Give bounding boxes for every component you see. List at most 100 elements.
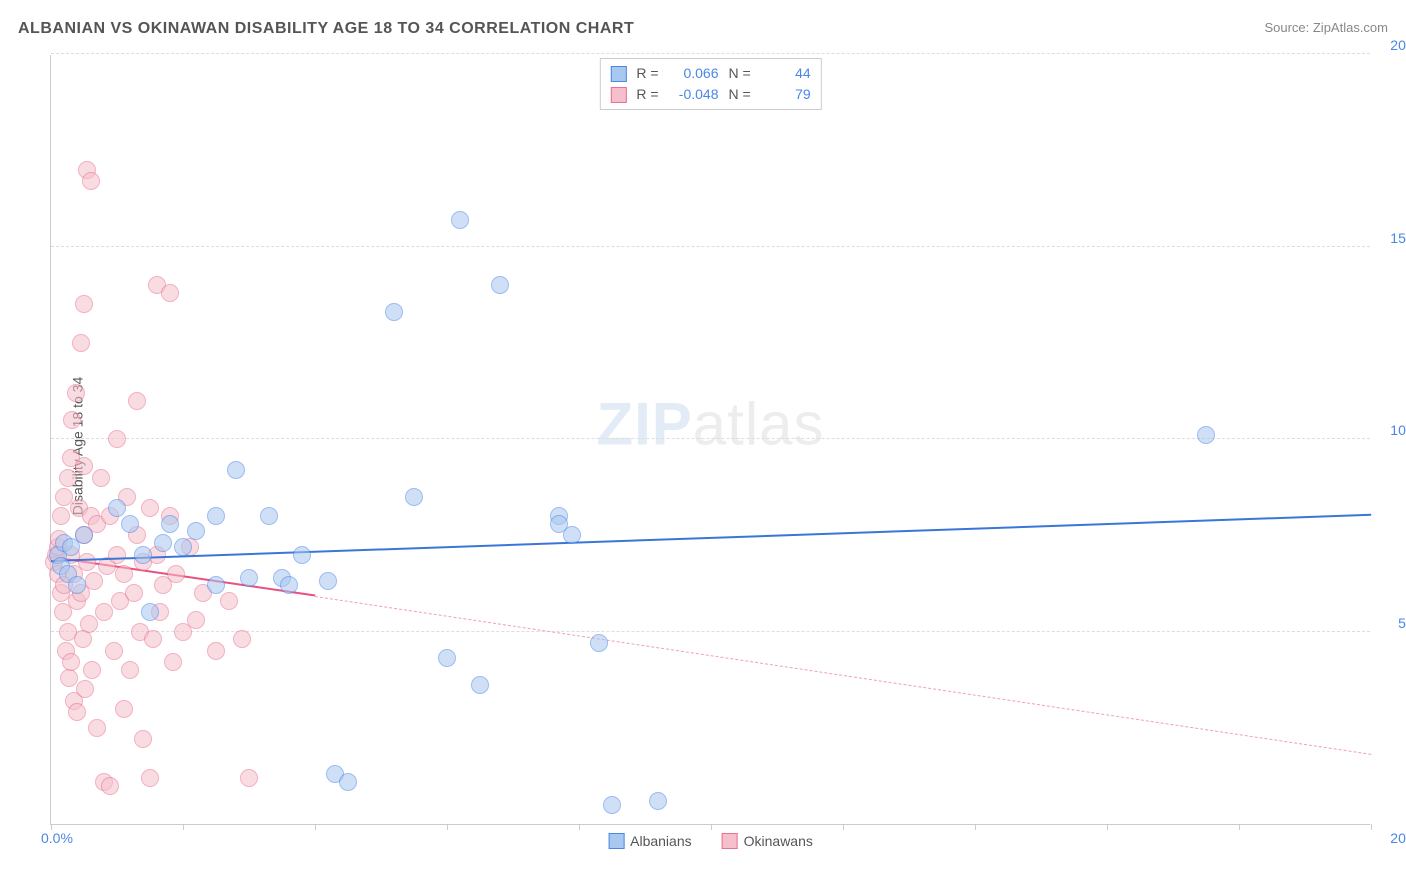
data-point — [240, 569, 258, 587]
bottom-legend: Albanians Okinawans — [608, 833, 813, 849]
source-link[interactable]: ZipAtlas.com — [1313, 20, 1388, 35]
r-value-2: -0.048 — [669, 84, 719, 105]
data-point — [95, 603, 113, 621]
legend-swatch-1 — [608, 833, 624, 849]
legend-label-2: Okinawans — [744, 833, 813, 849]
data-point — [144, 630, 162, 648]
watermark-bold: ZIP — [596, 391, 692, 458]
data-point — [134, 730, 152, 748]
data-point — [68, 576, 86, 594]
y-tick-label: 20.0% — [1390, 37, 1406, 53]
x-tick — [975, 824, 976, 830]
data-point — [105, 642, 123, 660]
trend-line-albanians — [51, 514, 1371, 562]
data-point — [121, 515, 139, 533]
data-point — [563, 526, 581, 544]
data-point — [207, 507, 225, 525]
n-label-1: N = — [729, 63, 751, 84]
data-point — [75, 457, 93, 475]
n-value-1: 44 — [761, 63, 811, 84]
data-point — [164, 653, 182, 671]
x-tick — [1239, 824, 1240, 830]
data-point — [108, 499, 126, 517]
data-point — [88, 719, 106, 737]
n-value-2: 79 — [761, 84, 811, 105]
data-point — [59, 469, 77, 487]
data-point — [451, 211, 469, 229]
data-point — [101, 777, 119, 795]
data-point — [233, 630, 251, 648]
source-prefix: Source: — [1264, 20, 1312, 35]
n-label-2: N = — [729, 84, 751, 105]
gridline — [51, 246, 1370, 247]
data-point — [385, 303, 403, 321]
plot-area: ZIPatlas R = 0.066 N = 44 R = -0.048 N =… — [50, 55, 1370, 825]
data-point — [260, 507, 278, 525]
x-tick — [1371, 824, 1372, 830]
data-point — [78, 553, 96, 571]
y-tick-label: 15.0% — [1390, 230, 1406, 246]
data-point — [405, 488, 423, 506]
data-point — [115, 565, 133, 583]
data-point — [227, 461, 245, 479]
swatch-series-1 — [610, 66, 626, 82]
data-point — [471, 676, 489, 694]
data-point — [161, 284, 179, 302]
chart-container: ALBANIAN VS OKINAWAN DISABILITY AGE 18 T… — [0, 0, 1406, 892]
stats-row-2: R = -0.048 N = 79 — [610, 84, 810, 105]
data-point — [62, 653, 80, 671]
data-point — [67, 384, 85, 402]
data-point — [125, 584, 143, 602]
x-tick — [183, 824, 184, 830]
data-point — [1197, 426, 1215, 444]
r-label-2: R = — [636, 84, 658, 105]
legend-swatch-2 — [722, 833, 738, 849]
data-point — [75, 526, 93, 544]
data-point — [649, 792, 667, 810]
data-point — [319, 572, 337, 590]
legend-item-2: Okinawans — [722, 833, 813, 849]
data-point — [92, 469, 110, 487]
x-tick-label-min: 0.0% — [41, 830, 73, 846]
data-point — [52, 507, 70, 525]
x-tick-label-max: 20.0% — [1390, 830, 1406, 846]
data-point — [63, 411, 81, 429]
data-point — [280, 576, 298, 594]
data-point — [240, 769, 258, 787]
data-point — [207, 642, 225, 660]
data-point — [121, 661, 139, 679]
data-point — [134, 546, 152, 564]
r-value-1: 0.066 — [669, 63, 719, 84]
data-point — [590, 634, 608, 652]
r-label-1: R = — [636, 63, 658, 84]
trend-extrapolation-okinawans — [315, 596, 1371, 755]
x-tick — [1107, 824, 1108, 830]
data-point — [187, 611, 205, 629]
swatch-series-2 — [610, 87, 626, 103]
data-point — [161, 515, 179, 533]
gridline — [51, 631, 1370, 632]
data-point — [76, 680, 94, 698]
legend-label-1: Albanians — [630, 833, 692, 849]
source-attribution: Source: ZipAtlas.com — [1264, 20, 1388, 35]
data-point — [75, 295, 93, 313]
data-point — [115, 700, 133, 718]
x-tick — [843, 824, 844, 830]
data-point — [108, 430, 126, 448]
y-tick-label: 10.0% — [1390, 422, 1406, 438]
data-point — [82, 172, 100, 190]
x-tick — [51, 824, 52, 830]
x-tick — [579, 824, 580, 830]
chart-title: ALBANIAN VS OKINAWAN DISABILITY AGE 18 T… — [18, 20, 634, 38]
gridline — [51, 438, 1370, 439]
data-point — [293, 546, 311, 564]
data-point — [339, 773, 357, 791]
stats-row-1: R = 0.066 N = 44 — [610, 63, 810, 84]
data-point — [438, 649, 456, 667]
data-point — [72, 334, 90, 352]
data-point — [108, 546, 126, 564]
x-tick — [447, 824, 448, 830]
data-point — [85, 572, 103, 590]
legend-item-1: Albanians — [608, 833, 692, 849]
watermark: ZIPatlas — [596, 390, 824, 459]
